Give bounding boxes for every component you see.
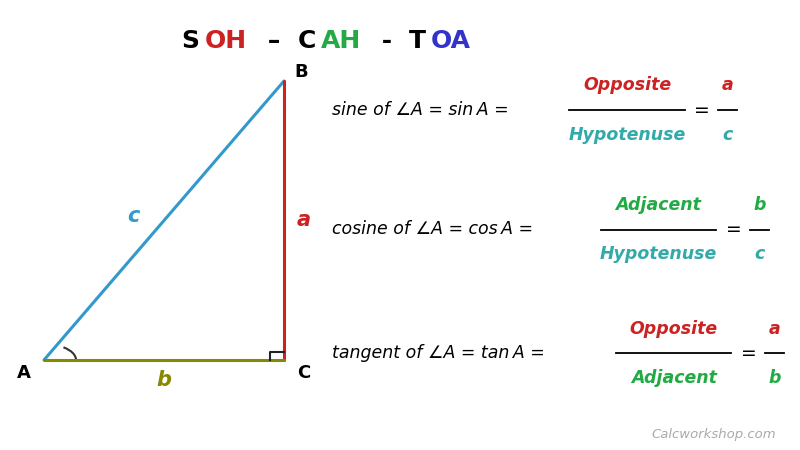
Text: Hypotenuse: Hypotenuse <box>600 245 717 263</box>
Text: b: b <box>157 370 171 390</box>
Text: c: c <box>722 126 733 144</box>
Text: tangent of ∠A = tan A =: tangent of ∠A = tan A = <box>332 344 550 362</box>
Text: OA: OA <box>431 28 471 53</box>
Text: Adjacent: Adjacent <box>630 369 717 387</box>
Text: C: C <box>298 364 310 382</box>
Text: Calcworkshop.com: Calcworkshop.com <box>651 428 776 441</box>
Text: b: b <box>768 369 781 387</box>
Text: b: b <box>753 196 766 214</box>
Text: Hypotenuse: Hypotenuse <box>568 126 686 144</box>
Text: Opposite: Opposite <box>583 76 671 94</box>
Text: A: A <box>17 364 31 382</box>
Text: c: c <box>754 245 764 263</box>
Text: AH: AH <box>322 28 362 53</box>
Text: -: - <box>374 28 401 53</box>
Text: cosine of ∠A = cos A =: cosine of ∠A = cos A = <box>332 220 538 238</box>
Text: c: c <box>127 206 140 226</box>
Text: Opposite: Opposite <box>630 320 718 338</box>
Text: –: – <box>258 28 289 53</box>
Text: =: = <box>726 220 742 239</box>
Text: T: T <box>410 28 426 53</box>
Text: OH: OH <box>205 28 246 53</box>
Text: S: S <box>181 28 199 53</box>
Text: Adjacent: Adjacent <box>615 196 702 214</box>
Text: C: C <box>298 28 316 53</box>
Text: a: a <box>297 211 311 230</box>
Text: B: B <box>294 63 309 81</box>
Text: =: = <box>741 344 757 363</box>
Text: a: a <box>769 320 780 338</box>
Text: a: a <box>722 76 734 94</box>
Text: =: = <box>694 101 710 120</box>
Text: sine of ∠A = sin A =: sine of ∠A = sin A = <box>332 101 514 119</box>
